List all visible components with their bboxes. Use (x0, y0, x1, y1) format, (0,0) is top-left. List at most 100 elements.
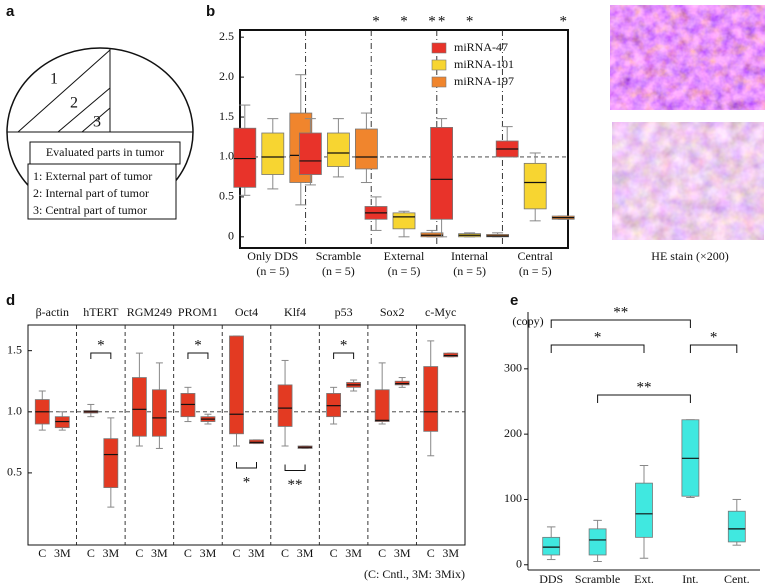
significance: * (559, 13, 567, 29)
x-tick-label: 3M (297, 546, 314, 560)
y-tick-label: 2.5 (219, 29, 234, 43)
box (394, 380, 410, 386)
tumor-diagram: 1 2 3 Evaluated parts in tumor 1: Extern… (6, 47, 194, 220)
x-tick-label: C (378, 546, 386, 560)
box (151, 389, 167, 437)
significance-bracket (236, 462, 257, 469)
x-tick-label: C (281, 546, 289, 560)
x-tick-label: Internal (451, 249, 489, 263)
region-label: 3 (93, 114, 101, 131)
divider (57, 87, 111, 133)
box (423, 366, 439, 432)
legend-item: 1: External part of tumor (33, 169, 152, 183)
y-tick-label: 0 (516, 557, 522, 571)
significance: * (340, 337, 348, 353)
box (727, 510, 746, 543)
box (54, 416, 70, 429)
divider (17, 49, 111, 133)
category-note: (n = 5) (453, 264, 486, 278)
y-tick-label: 1.0 (7, 404, 22, 418)
significance: * (438, 13, 446, 29)
box (103, 438, 119, 488)
box (635, 482, 653, 538)
x-tick-label: 3M (442, 546, 459, 560)
significance-bracket (90, 352, 112, 359)
significance: * (428, 13, 436, 29)
group-label: c-Myc (425, 305, 456, 319)
box (430, 127, 454, 220)
group-label: RGM249 (127, 305, 172, 319)
panel-label: a (6, 3, 15, 20)
significance: * (194, 337, 202, 353)
y-tick-label: 0.5 (7, 465, 22, 479)
box (542, 536, 561, 556)
group-label: Klf4 (284, 305, 306, 319)
category-note: (n = 5) (322, 264, 355, 278)
box (229, 335, 244, 435)
legend-label: miRNA-47 (454, 40, 508, 54)
group-label: PROM1 (178, 305, 218, 319)
x-tick-label: 3M (54, 546, 71, 560)
x-tick-label: C (427, 546, 435, 560)
x-tick-label: Only DDS (247, 249, 298, 263)
he-image (609, 4, 766, 111)
x-tick-label: External (384, 249, 425, 263)
comparison-label: * (594, 329, 602, 345)
divider (81, 107, 111, 133)
y-tick-label: 1.5 (7, 342, 22, 356)
panel-label: b (206, 3, 215, 20)
x-tick-label: 3M (248, 546, 265, 560)
box (298, 132, 322, 175)
plot-frame (27, 324, 466, 546)
significance: * (243, 474, 251, 490)
legend-swatch (431, 76, 447, 88)
group-label: Sox2 (380, 305, 405, 319)
x-tick-label: C (135, 546, 143, 560)
comparison-bracket (597, 394, 691, 403)
box (277, 384, 293, 427)
x-tick-label: 3M (345, 546, 362, 560)
y-tick-label: 1.5 (219, 109, 234, 123)
comparison-bracket (550, 344, 645, 353)
legend-swatch (431, 59, 447, 71)
y-tick-label: 1.0 (219, 149, 234, 163)
region-label: 2 (70, 95, 78, 112)
x-tick-label: Central (518, 249, 554, 263)
panel-label: e (510, 292, 518, 309)
legend-item: 2: Internal part of tumor (33, 186, 149, 200)
significance: * (466, 13, 474, 29)
box (523, 162, 547, 210)
legend-box (27, 163, 177, 220)
comparison-bracket (550, 319, 691, 328)
category-note: (n = 5) (388, 264, 421, 278)
y-tick-label: 200 (504, 426, 522, 440)
y-tick-label: 2.0 (219, 69, 234, 83)
he-image (611, 121, 765, 241)
box (180, 393, 196, 418)
x-tick-label: C (87, 546, 95, 560)
comparison-label: ** (637, 379, 652, 395)
x-tick-label: Scramble (316, 249, 361, 263)
y-tick-label: 0.5 (219, 189, 234, 203)
comparison-bracket (689, 344, 738, 353)
x-tick-label: C (38, 546, 46, 560)
x-tick-label: 3M (151, 546, 168, 560)
category-note: (n = 5) (519, 264, 552, 278)
x-tick-label: C (232, 546, 240, 560)
x-tick-label: C (184, 546, 192, 560)
region-label: 1 (50, 71, 58, 88)
panel-label: d (6, 292, 15, 309)
box (249, 439, 264, 444)
y-tick-label: 0 (228, 229, 234, 243)
comparison-label: * (710, 329, 718, 345)
y-tick-label: 100 (504, 491, 522, 505)
x-tick-label: Int. (682, 572, 698, 585)
legend-swatch (431, 42, 447, 54)
box (392, 212, 416, 230)
y-tick-label: 300 (504, 361, 522, 375)
y-axis-label: (copy) (512, 314, 543, 328)
image-caption: HE stain (×200) (651, 249, 728, 263)
box (443, 352, 459, 358)
legend-label: miRNA-197 (454, 74, 514, 88)
